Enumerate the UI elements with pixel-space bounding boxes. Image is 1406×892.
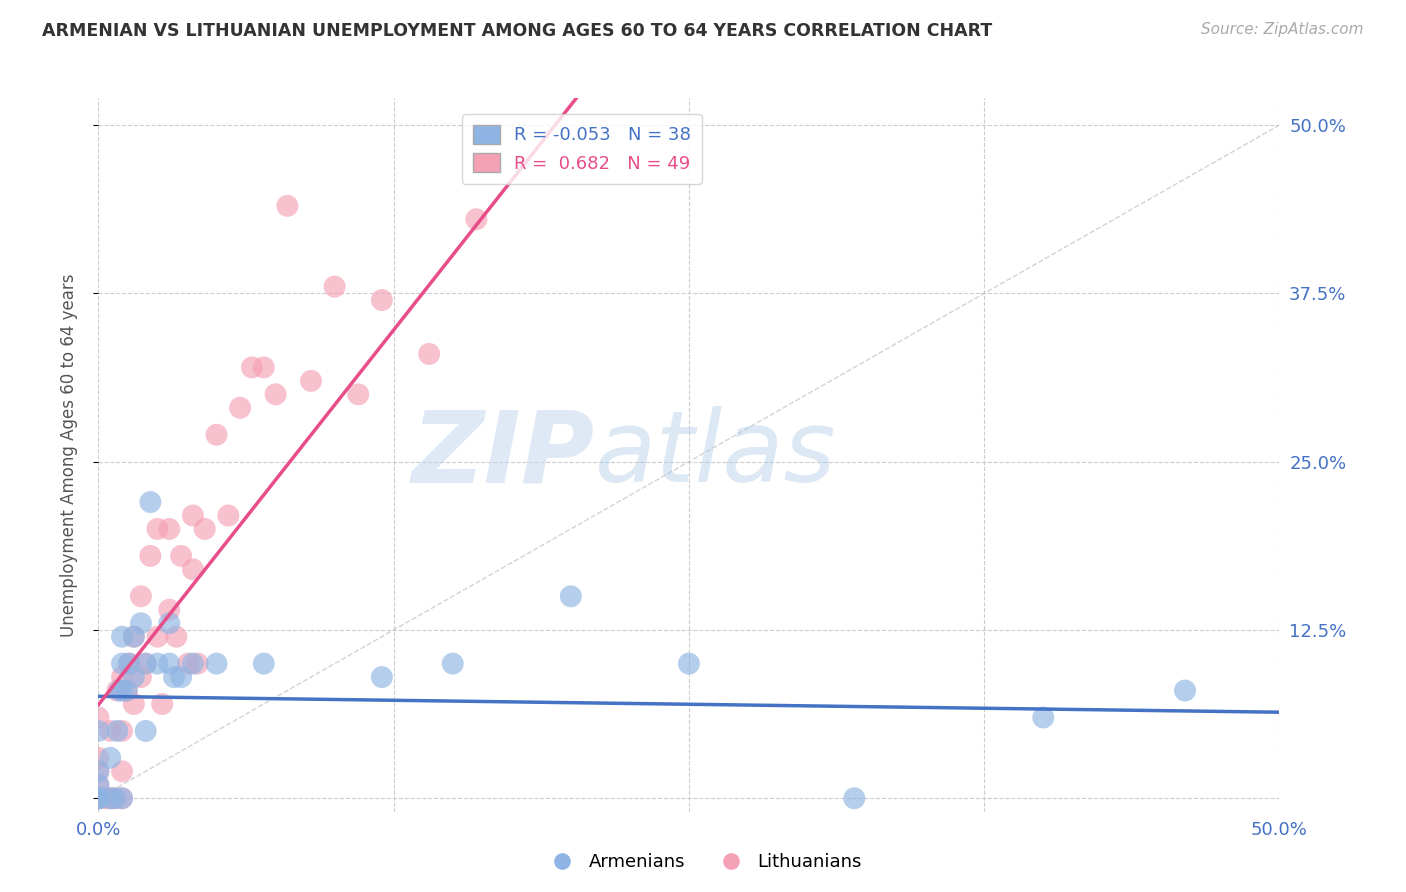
Point bbox=[111, 670, 134, 684]
Point bbox=[157, 603, 180, 617]
Point bbox=[115, 683, 138, 698]
Point bbox=[98, 791, 121, 805]
Point bbox=[118, 657, 141, 671]
Point bbox=[129, 589, 152, 603]
Point bbox=[87, 791, 110, 805]
Point bbox=[111, 791, 134, 805]
Point bbox=[163, 670, 186, 684]
Point bbox=[150, 697, 173, 711]
Point bbox=[129, 616, 152, 631]
Point bbox=[371, 293, 394, 307]
Text: atlas: atlas bbox=[595, 407, 837, 503]
Point bbox=[465, 212, 488, 227]
Point bbox=[111, 791, 134, 805]
Point bbox=[181, 562, 204, 576]
Point bbox=[87, 791, 110, 805]
Point bbox=[104, 791, 127, 805]
Point bbox=[135, 657, 157, 671]
Point bbox=[187, 657, 209, 671]
Point bbox=[135, 657, 157, 671]
Point bbox=[87, 791, 110, 805]
Point bbox=[87, 778, 110, 792]
Point bbox=[194, 522, 217, 536]
Point bbox=[323, 279, 346, 293]
Point bbox=[165, 630, 187, 644]
Legend: R = -0.053   N = 38, R =  0.682   N = 49: R = -0.053 N = 38, R = 0.682 N = 49 bbox=[461, 114, 702, 184]
Point bbox=[181, 657, 204, 671]
Point bbox=[157, 657, 180, 671]
Point bbox=[177, 657, 200, 671]
Point bbox=[98, 751, 121, 765]
Point bbox=[264, 387, 287, 401]
Point bbox=[217, 508, 239, 523]
Text: Source: ZipAtlas.com: Source: ZipAtlas.com bbox=[1201, 22, 1364, 37]
Point bbox=[253, 360, 276, 375]
Point bbox=[678, 657, 700, 671]
Point bbox=[418, 347, 440, 361]
Point bbox=[108, 683, 131, 698]
Point bbox=[170, 549, 193, 563]
Point bbox=[347, 387, 370, 401]
Point bbox=[371, 670, 394, 684]
Text: ZIP: ZIP bbox=[412, 407, 595, 503]
Point bbox=[205, 657, 228, 671]
Point bbox=[111, 630, 134, 644]
Point bbox=[441, 657, 464, 671]
Point bbox=[87, 751, 110, 765]
Point bbox=[170, 670, 193, 684]
Point bbox=[299, 374, 322, 388]
Point bbox=[844, 791, 866, 805]
Point bbox=[146, 630, 169, 644]
Text: ARMENIAN VS LITHUANIAN UNEMPLOYMENT AMONG AGES 60 TO 64 YEARS CORRELATION CHART: ARMENIAN VS LITHUANIAN UNEMPLOYMENT AMON… bbox=[42, 22, 993, 40]
Point bbox=[105, 683, 128, 698]
Point bbox=[122, 697, 145, 711]
Point bbox=[146, 522, 169, 536]
Point bbox=[118, 657, 141, 671]
Point bbox=[205, 427, 228, 442]
Point bbox=[87, 791, 110, 805]
Point bbox=[111, 764, 134, 779]
Point bbox=[87, 791, 110, 805]
Point bbox=[122, 630, 145, 644]
Point bbox=[87, 710, 110, 724]
Point bbox=[87, 723, 110, 738]
Point bbox=[560, 589, 582, 603]
Point bbox=[181, 508, 204, 523]
Point bbox=[105, 723, 128, 738]
Point bbox=[139, 549, 162, 563]
Point bbox=[98, 791, 121, 805]
Point bbox=[139, 495, 162, 509]
Point bbox=[1032, 710, 1054, 724]
Point bbox=[104, 791, 127, 805]
Point bbox=[111, 683, 134, 698]
Point bbox=[111, 657, 134, 671]
Point bbox=[253, 657, 276, 671]
Point bbox=[135, 723, 157, 738]
Point bbox=[229, 401, 252, 415]
Point bbox=[111, 723, 134, 738]
Point bbox=[122, 670, 145, 684]
Point bbox=[87, 764, 110, 779]
Point bbox=[157, 616, 180, 631]
Point bbox=[129, 670, 152, 684]
Point bbox=[157, 522, 180, 536]
Legend: Armenians, Lithuanians: Armenians, Lithuanians bbox=[537, 847, 869, 879]
Point bbox=[240, 360, 263, 375]
Point bbox=[87, 778, 110, 792]
Y-axis label: Unemployment Among Ages 60 to 64 years: Unemployment Among Ages 60 to 64 years bbox=[59, 273, 77, 637]
Point bbox=[122, 630, 145, 644]
Point bbox=[87, 764, 110, 779]
Point bbox=[94, 791, 117, 805]
Point bbox=[98, 723, 121, 738]
Point bbox=[276, 199, 298, 213]
Point bbox=[1174, 683, 1197, 698]
Point bbox=[146, 657, 169, 671]
Point bbox=[115, 683, 138, 698]
Point bbox=[87, 791, 110, 805]
